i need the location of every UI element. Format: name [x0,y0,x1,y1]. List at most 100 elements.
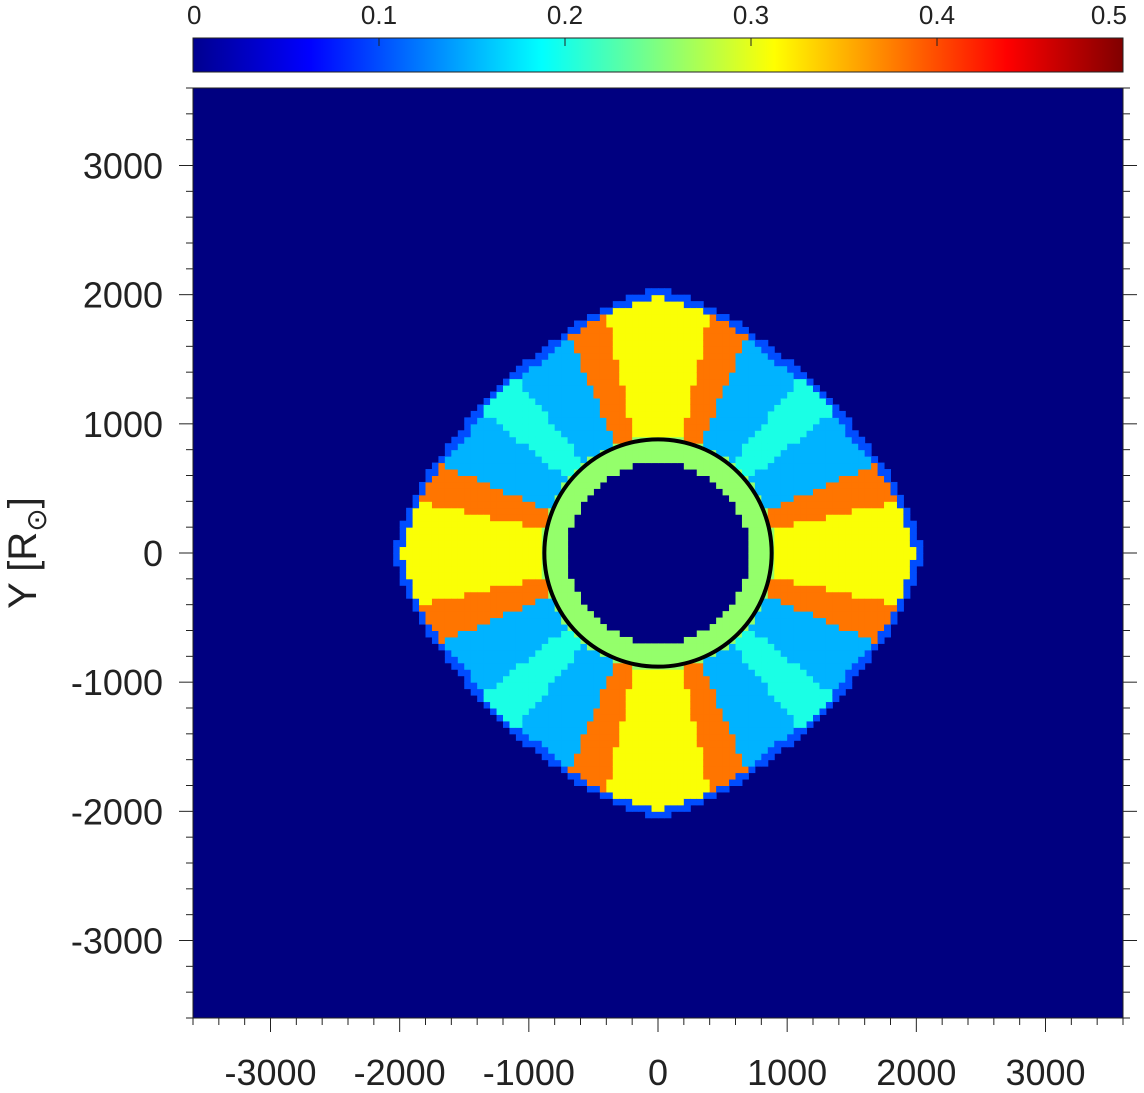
heatmap-cell [741,598,749,606]
heatmap-cell [741,520,749,528]
heatmap-cell [645,359,653,367]
heatmap-cell [548,540,556,548]
heatmap-cell [554,443,562,451]
heatmap-cell [909,520,917,528]
heatmap-cell [522,430,530,438]
heatmap-cell [645,688,653,696]
heatmap-cell [677,314,685,321]
heatmap-cell [703,385,711,393]
heatmap-cell [780,572,788,580]
heatmap-cell [877,533,885,541]
heatmap-cell [457,430,465,438]
heatmap-cell [586,720,594,728]
heatmap-cell [509,630,517,638]
heatmap-cell [819,404,827,412]
heatmap-cell [806,469,814,476]
heatmap-cell [612,436,620,444]
heatmap-cell [832,456,840,464]
heatmap-cell [677,649,685,657]
heatmap-cell [664,314,672,321]
heatmap-cell [871,456,879,464]
heatmap-cell [858,643,866,651]
heatmap-cell [457,507,465,515]
heatmap-cell [503,475,510,483]
heatmap-cell [851,469,859,476]
heatmap-cell [780,643,788,651]
heatmap-cell [670,785,678,793]
heatmap-cell [593,320,601,328]
heatmap-cell [838,410,846,418]
heatmap-cell [735,481,743,489]
heatmap-cell [496,598,504,606]
heatmap-cell [625,643,633,651]
heatmap-cell [645,740,653,748]
heatmap-cell [451,436,459,444]
heatmap-cell [561,533,569,541]
heatmap-cell [696,785,704,793]
heatmap-cell [690,365,698,373]
heatmap-cell [522,708,530,715]
heatmap-cell [632,733,640,741]
heatmap-cell [574,372,581,380]
heatmap-cell [515,624,523,631]
heatmap-cell [515,533,523,541]
heatmap-cell [703,462,711,470]
heatmap-cell [884,481,891,489]
heatmap-cell [806,533,814,541]
heatmap-cell [580,682,588,690]
heatmap-cell [490,475,498,483]
heatmap-cell [729,475,736,483]
heatmap-cell [586,630,594,638]
heatmap-cell [522,565,530,573]
heatmap-cell [709,701,717,709]
heatmap-cell [864,636,872,644]
heatmap-cell [767,617,775,625]
heatmap-cell [612,727,620,735]
heatmap-cell [490,708,498,715]
heatmap-cell [606,307,614,315]
heatmap-cell [806,462,814,470]
heatmap-cell [806,481,814,489]
heatmap-cell [735,649,743,657]
plot-area: -3000 -2000 -1000 0 1000 2000 3000300020001000… [71,87,1137,1093]
heatmap-cell [677,688,685,696]
heatmap-cell [741,404,749,412]
heatmap-cell [580,733,588,741]
heatmap-cell [884,559,891,567]
heatmap-cell [457,604,465,612]
heatmap-cell [703,636,711,644]
heatmap-cell [819,553,827,560]
heatmap-cell [767,494,775,502]
heatmap-cell [793,617,801,625]
heatmap-cell [593,636,601,644]
heatmap-cell [716,772,724,780]
y-axis-label-close: ] [1,497,45,508]
heatmap-cell [767,649,775,657]
heatmap-cell [677,656,685,664]
heatmap-cell [858,656,866,664]
heatmap-cell [825,669,833,677]
heatmap-cell [858,449,866,457]
heatmap-cell [638,301,646,309]
heatmap-cell [490,559,498,567]
heatmap-cell [813,423,820,431]
heatmap-cell [593,675,601,683]
heatmap-cell [677,359,685,367]
heatmap-cell [793,507,801,515]
heatmap-cell [586,346,594,354]
heatmap-cell [825,656,833,664]
heatmap-cell [612,314,620,321]
heatmap-cell [716,785,724,793]
heatmap-cell [541,507,549,515]
heatmap-cell [561,649,569,657]
heatmap-cell [851,501,859,509]
heatmap-cell [612,320,620,328]
heatmap-cell [664,753,672,761]
heatmap-cell [606,701,614,709]
heatmap-cell [658,443,665,451]
heatmap-cell [916,540,924,548]
heatmap-cell [838,507,846,515]
heatmap-cell [606,320,614,328]
heatmap-cell [625,443,633,451]
heatmap-cell [890,578,898,586]
